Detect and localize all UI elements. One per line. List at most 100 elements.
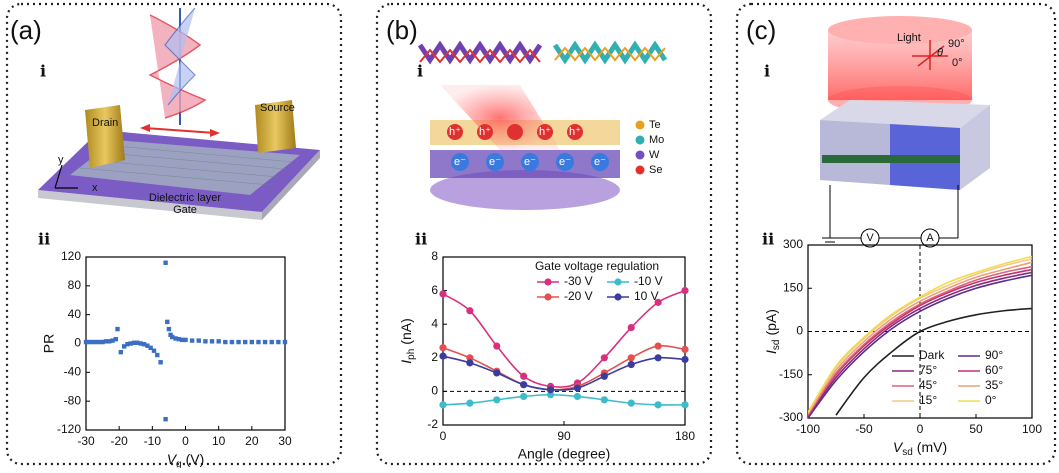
point: [216, 339, 221, 344]
gate-label: Gate: [173, 204, 197, 216]
atom-label: Mo: [649, 134, 664, 146]
series-line: [808, 265, 1032, 416]
atom-label: Te: [649, 119, 661, 131]
point: [148, 345, 153, 351]
point: [520, 392, 528, 401]
series-line: [443, 393, 685, 406]
axis-label: Isd (pA): [763, 309, 782, 354]
y-tick-label: -300: [779, 410, 803, 424]
point: [209, 339, 215, 344]
y-tick-label: 300: [783, 237, 803, 251]
point: [87, 339, 92, 345]
point: [128, 341, 133, 346]
series-line: [808, 274, 1032, 418]
point: [189, 338, 195, 343]
axis-unit: (pA): [763, 309, 779, 335]
hole-row: [447, 124, 583, 140]
point: [113, 336, 119, 342]
point: [158, 360, 163, 365]
axis-label: Vsd (mV): [893, 439, 947, 458]
point: [466, 307, 474, 315]
x-tick-label: -10: [144, 434, 162, 448]
legend-label: 0°: [985, 393, 997, 407]
legend-label: 35°: [985, 378, 1003, 392]
point: [600, 396, 608, 404]
y-tick-label: 6: [431, 283, 438, 297]
point: [654, 298, 662, 306]
legend-marker: [614, 293, 622, 301]
axis-symbol: V: [167, 451, 178, 467]
angle-label: 0°: [952, 57, 963, 69]
x-tick-label: -20: [110, 434, 128, 448]
part-label: i: [764, 62, 770, 81]
point: [176, 336, 182, 342]
hole-label: h⁺: [539, 126, 551, 138]
legend-title: Gate voltage regulation: [535, 259, 659, 273]
y-tick-label: 4: [431, 316, 438, 330]
hole-label: h⁺: [449, 126, 461, 138]
point: [183, 337, 188, 343]
x-tick-label: 0: [440, 429, 447, 443]
plot-frame: [442, 256, 686, 426]
point: [170, 334, 175, 340]
series-line: [808, 271, 1032, 418]
axis-subscript: g: [176, 459, 182, 468]
point: [138, 341, 143, 346]
series-line: [808, 258, 1032, 413]
y-tick-label: 0: [431, 384, 438, 398]
point: [203, 339, 208, 344]
point: [179, 337, 185, 343]
point: [600, 372, 608, 380]
axis-symbol: I: [763, 350, 779, 354]
y-tick-label: 150: [783, 280, 803, 294]
point: [166, 326, 172, 332]
y-tick-label: -120: [57, 422, 81, 436]
point: [223, 339, 228, 345]
electron-row: [451, 153, 609, 171]
point: [110, 338, 115, 343]
point: [243, 339, 248, 345]
axis-symbol: I: [398, 360, 414, 364]
x-tick-label: -100: [796, 422, 820, 436]
point: [196, 338, 201, 343]
x-tick-label: 50: [969, 422, 983, 436]
point: [256, 339, 261, 345]
atom-label: Se: [649, 164, 662, 176]
x-tick-label: 100: [1022, 422, 1042, 436]
point: [131, 340, 137, 345]
theta-label: θ: [937, 47, 943, 59]
point: [107, 339, 112, 344]
hole-label: h⁺: [479, 126, 491, 138]
legend-label: 15°: [919, 393, 937, 407]
point: [493, 369, 501, 377]
point: [236, 339, 241, 345]
point: [118, 349, 124, 355]
axis-label: Vg (V): [167, 451, 205, 468]
electron-label: e⁻: [559, 156, 571, 168]
axis-unit: (mV): [917, 439, 947, 455]
y-tick-label: 2: [431, 350, 438, 364]
axis-subscript: ph: [406, 349, 417, 360]
axis-symbol: V: [893, 439, 904, 455]
point: [151, 348, 157, 353]
point: [546, 386, 555, 394]
x-tick-label: 90: [557, 429, 571, 443]
point: [90, 339, 95, 345]
source-label: Source: [260, 102, 295, 114]
y-tick-label: 40: [68, 307, 82, 321]
point: [249, 339, 255, 345]
electron-label: e⁻: [594, 156, 606, 168]
point: [97, 339, 102, 345]
series-line: [835, 307, 1032, 416]
part-label: ii: [415, 230, 427, 249]
point: [466, 399, 474, 407]
y-tick-label: 120: [61, 249, 81, 263]
panel-frame: [735, 2, 1057, 466]
legend-label: -10 V: [634, 274, 663, 288]
legend-label: 90°: [985, 348, 1003, 362]
point: [439, 352, 447, 360]
legend-label: 45°: [919, 378, 937, 392]
point: [466, 359, 474, 367]
point: [493, 396, 501, 404]
series-line: [808, 255, 1032, 413]
